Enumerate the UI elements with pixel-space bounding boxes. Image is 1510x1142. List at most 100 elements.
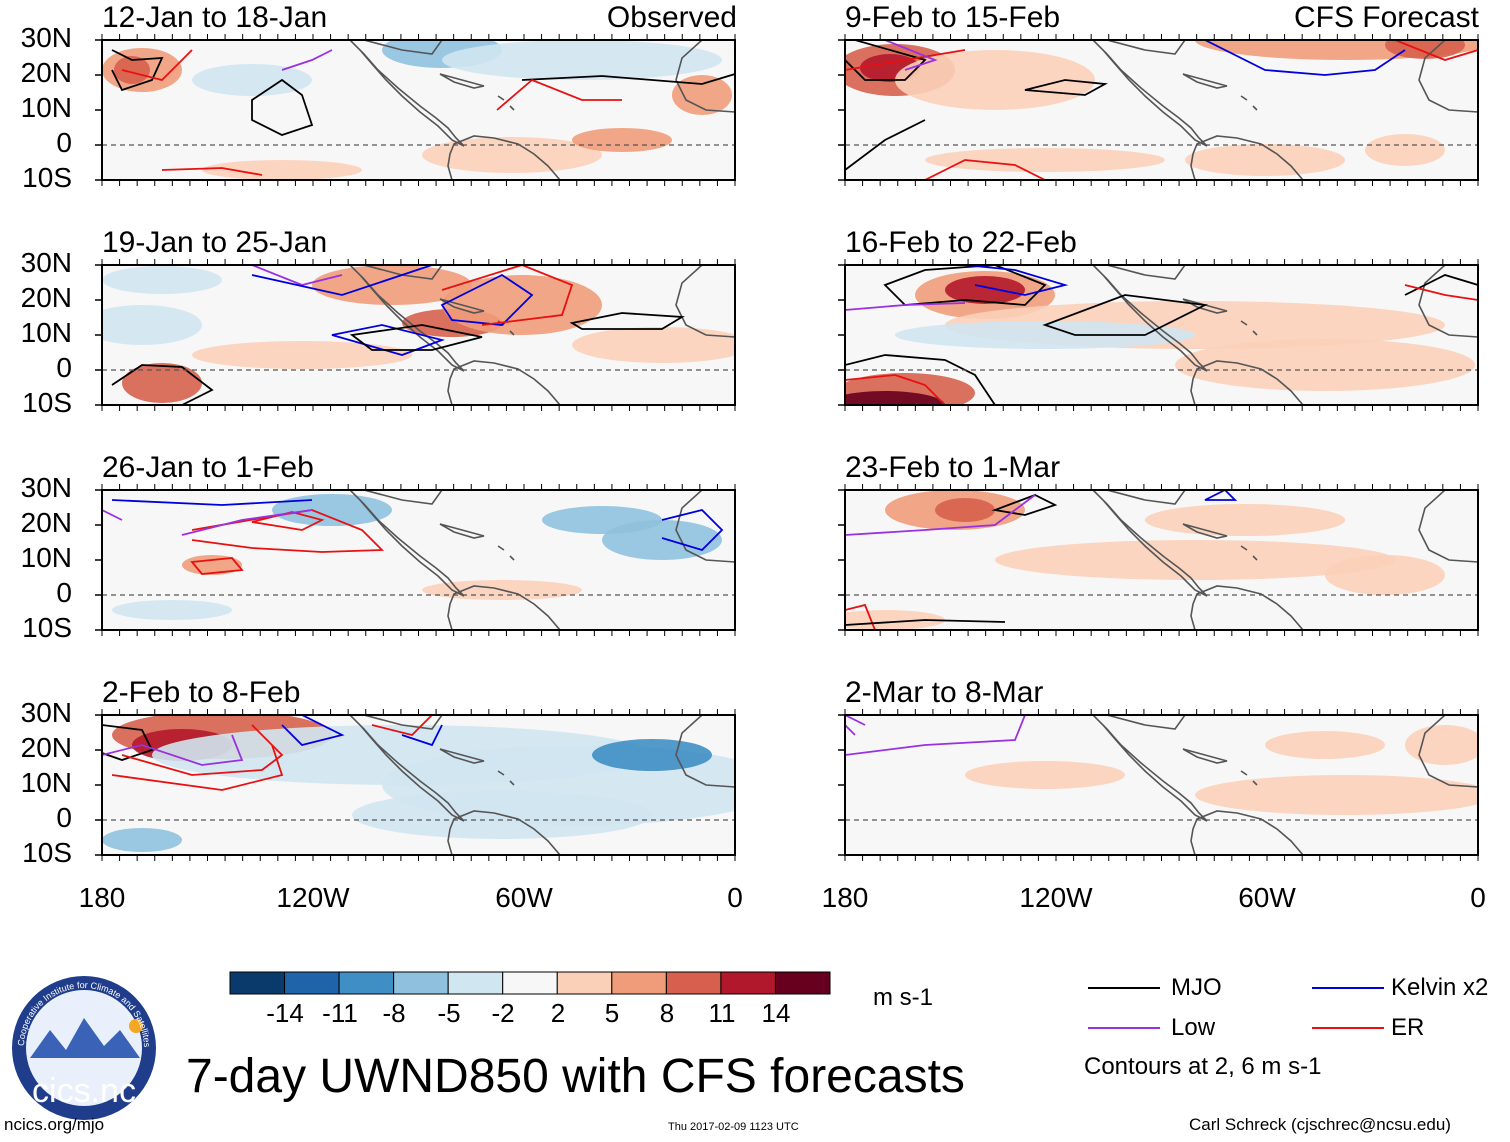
wave-contour-8 — [1394, 40, 1478, 61]
wind-anomaly-shade-7 — [895, 321, 1195, 349]
lat-label: 20N — [20, 282, 72, 313]
colorbar-label-3: -8 — [382, 998, 406, 1028]
legend-label-mjo: MJO — [1171, 974, 1222, 1001]
wind-anomaly-shade-5 — [442, 40, 722, 80]
map-panel-6 — [838, 259, 1479, 411]
lat-label: 0 — [56, 127, 72, 158]
wave-contour-8 — [845, 302, 966, 311]
lon-label-180-right: 180 — [821, 882, 869, 913]
panel-title-fcst-3: 23-Feb to 1-Mar — [845, 451, 1061, 484]
coastline-5 — [675, 490, 735, 563]
coastline-5 — [1418, 490, 1478, 563]
coastline-1 — [1092, 265, 1208, 372]
wave-contour-2 — [845, 715, 1026, 756]
colorbar-units: m s-1 — [873, 984, 933, 1011]
coastline-1 — [1092, 40, 1208, 147]
wind-anomaly-shade-7 — [422, 137, 602, 173]
wave-contour-5 — [845, 619, 1006, 626]
wave-contour-7 — [102, 509, 123, 521]
wind-anomaly-shade-7 — [925, 148, 1165, 172]
lat-label: 30N — [20, 697, 72, 728]
wave-contour-6 — [281, 49, 333, 71]
wind-anomaly-shade-1 — [1265, 731, 1385, 759]
panel-title-obs-3: 26-Jan to 1-Feb — [102, 451, 314, 484]
coastline-4 — [363, 265, 443, 280]
panel-title-fcst-4: 2-Mar to 8-Mar — [845, 676, 1044, 709]
panel-title-obs-4: 2-Feb to 8-Feb — [102, 676, 301, 709]
wave-contour-5 — [281, 715, 345, 746]
coastline-3 — [439, 73, 485, 89]
colorbar-label-9: 11 — [708, 998, 736, 1028]
coastline-6 — [497, 95, 515, 111]
wind-anomaly-shade-4 — [1325, 555, 1445, 595]
wind-anomaly-shade-3 — [1405, 725, 1478, 765]
wave-contour-5 — [884, 40, 938, 71]
coastline-4 — [1106, 490, 1186, 505]
colorbar-label-6: 2 — [550, 998, 566, 1028]
wind-anomaly-shade-2 — [182, 555, 242, 575]
coastline-3 — [439, 748, 485, 764]
colorbar-label-8: 8 — [659, 998, 675, 1028]
coastline-4 — [363, 715, 443, 730]
coastline-4 — [1106, 40, 1186, 55]
legend-label-low: Low — [1171, 1014, 1216, 1041]
panel-title-obs-1: 12-Jan to 18-Jan — [102, 1, 328, 34]
colorbar-swatch-9 — [665, 971, 722, 995]
map-panel-5 — [838, 34, 1479, 186]
coastline-3 — [439, 523, 485, 539]
wave-contour-1 — [845, 715, 866, 726]
panel-title-obs-2: 19-Jan to 25-Jan — [102, 226, 328, 259]
wave-contour-2 — [251, 265, 433, 296]
colorbar-swatch-2 — [284, 971, 340, 995]
wave-contour-7 — [371, 715, 433, 736]
wind-anomaly-shade-6 — [1175, 339, 1475, 391]
lon-label-60w-left: 60W — [495, 882, 553, 913]
map-panel-2 — [95, 259, 736, 411]
wind-anomaly-shade-3 — [112, 600, 232, 620]
panel-title-fcst-2: 16-Feb to 22-Feb — [845, 226, 1077, 259]
colorbar-swatch-8 — [611, 971, 667, 995]
coastline-6 — [1240, 95, 1258, 111]
coastline-2 — [1190, 360, 1305, 405]
coastline-4 — [1106, 265, 1186, 280]
wind-anomaly-shade-1 — [102, 266, 222, 294]
wind-anomaly-shade-1 — [272, 494, 392, 526]
logo-text: cics.nc — [32, 1072, 136, 1110]
wind-anomaly-shade-6 — [542, 506, 662, 534]
coastline-5 — [675, 715, 735, 788]
wave-contour-4 — [190, 557, 244, 575]
lon-label-180-left: 180 — [78, 882, 126, 913]
lon-label-120w-right: 120W — [1019, 882, 1093, 913]
wave-contour-4 — [845, 374, 946, 405]
colorbar-swatch-3 — [338, 971, 395, 995]
colorbar-swatch-10 — [720, 971, 776, 995]
coastline-1 — [349, 40, 465, 147]
wave-contour-3 — [1204, 490, 1238, 501]
wind-anomaly-shade-4 — [845, 391, 945, 405]
coastline-1 — [1092, 715, 1208, 822]
wind-anomaly-shade-3 — [895, 50, 1095, 110]
map-panel-3 — [95, 484, 736, 636]
coastline-4 — [363, 490, 443, 505]
lat-label: 0 — [56, 802, 72, 833]
coastline-5 — [1418, 265, 1478, 338]
wave-contour-7 — [1404, 284, 1478, 301]
coastline-4 — [363, 40, 443, 55]
observed-tag: Observed — [606, 1, 737, 34]
map-panel-4 — [95, 709, 736, 861]
lon-label-120w-left: 120W — [276, 882, 350, 913]
forecast-tag: CFS Forecast — [1293, 1, 1479, 34]
colorbar-label-5: -2 — [491, 998, 515, 1028]
coastline-5 — [1418, 40, 1478, 113]
lat-label: 10S — [22, 612, 72, 643]
coastline-3 — [439, 298, 485, 314]
legend-label-kelvin: Kelvin x2 — [1391, 974, 1489, 1001]
colorbar-swatch-6 — [502, 971, 558, 995]
coastline-2 — [1190, 135, 1305, 180]
source-url[interactable]: ncics.org/mjo — [4, 1115, 105, 1134]
wave-contour-6 — [1204, 40, 1406, 76]
lat-label: 30N — [20, 472, 72, 503]
colorbar-swatch-1 — [229, 971, 286, 995]
